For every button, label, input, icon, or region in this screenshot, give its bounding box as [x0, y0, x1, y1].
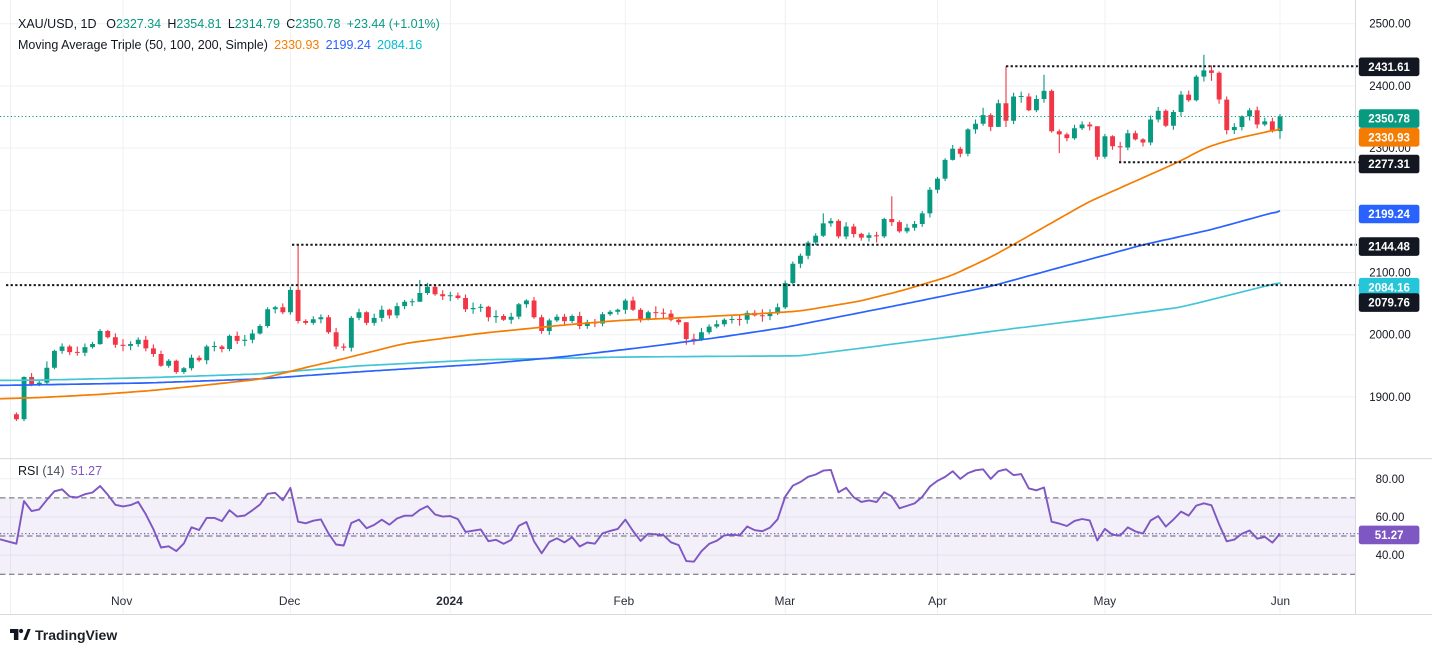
- svg-text:May: May: [1093, 594, 1116, 608]
- svg-text:2024: 2024: [436, 594, 463, 608]
- svg-text:40.00: 40.00: [1376, 550, 1405, 562]
- svg-text:51.27: 51.27: [1375, 530, 1404, 542]
- svg-text:2084.16: 2084.16: [1368, 282, 1410, 294]
- svg-text:2079.76: 2079.76: [1368, 298, 1410, 310]
- svg-text:Jun: Jun: [1271, 594, 1290, 608]
- svg-text:Apr: Apr: [928, 594, 947, 608]
- svg-text:2350.78: 2350.78: [1368, 114, 1410, 126]
- svg-text:Nov: Nov: [111, 594, 132, 608]
- svg-text:Feb: Feb: [614, 594, 635, 608]
- svg-text:2400.00: 2400.00: [1369, 81, 1411, 93]
- svg-text:2500.00: 2500.00: [1369, 19, 1411, 31]
- svg-text:2431.61: 2431.61: [1368, 62, 1410, 74]
- svg-text:2100.00: 2100.00: [1369, 268, 1411, 280]
- svg-text:TradingView: TradingView: [35, 627, 117, 643]
- svg-text:Dec: Dec: [279, 594, 300, 608]
- svg-text:2144.48: 2144.48: [1368, 242, 1410, 254]
- svg-text:2199.24: 2199.24: [1368, 209, 1410, 221]
- svg-text:2000.00: 2000.00: [1369, 330, 1411, 342]
- svg-text:1900.00: 1900.00: [1369, 392, 1411, 404]
- svg-text:2330.93: 2330.93: [1368, 132, 1410, 144]
- svg-text:Mar: Mar: [774, 594, 795, 608]
- svg-text:2277.31: 2277.31: [1368, 159, 1410, 171]
- svg-text:80.00: 80.00: [1376, 474, 1405, 486]
- svg-text:60.00: 60.00: [1376, 512, 1405, 524]
